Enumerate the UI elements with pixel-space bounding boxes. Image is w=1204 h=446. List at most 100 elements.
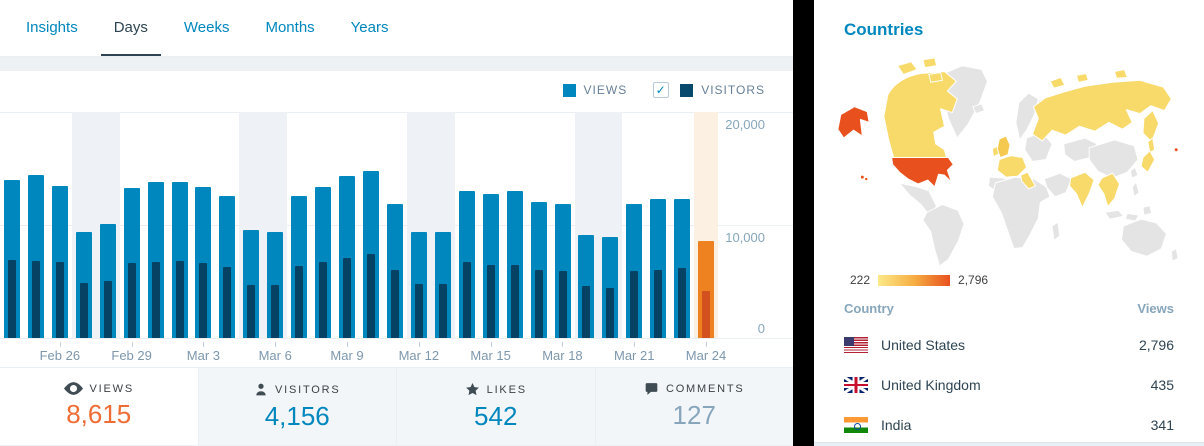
visitors-bar[interactable] (199, 263, 208, 338)
visitors-bar[interactable] (319, 262, 328, 338)
visitors-bar[interactable] (630, 271, 639, 338)
bar-slot-mar-20[interactable] (598, 112, 623, 338)
bar-slot-mar-24[interactable] (694, 112, 719, 338)
bar-slot-mar-8[interactable] (311, 112, 335, 338)
bar-slot-mar-10[interactable] (359, 112, 383, 338)
period-tabbar: Insights Days Weeks Months Years (0, 0, 793, 57)
bar-slot-mar-17[interactable] (527, 112, 551, 338)
bar-slot-mar-21[interactable] (622, 112, 646, 338)
visitors-bar[interactable] (462, 262, 471, 338)
visitors-bar[interactable] (247, 285, 256, 338)
country-russia-island-3 (1114, 69, 1128, 79)
bar-slot-mar-9[interactable] (335, 112, 359, 338)
country-japan (1140, 150, 1156, 173)
tab-years[interactable]: Years (350, 18, 389, 36)
stats-panel: Insights Days Weeks Months Years VIEWS ✓… (0, 0, 793, 446)
visitors-bar[interactable] (223, 267, 232, 338)
heat-gradient-bar (878, 274, 951, 286)
country-mexico (898, 182, 938, 215)
chart-legend: VIEWS ✓ VISITORS (0, 71, 793, 109)
y-axis-label-10000: 10,000 (725, 230, 765, 245)
world-map (833, 48, 1185, 273)
visitors-bar[interactable] (127, 263, 136, 338)
visitors-bar[interactable] (654, 270, 663, 338)
bar-slot-mar-18[interactable] (551, 112, 575, 338)
visitors-bar[interactable] (175, 261, 184, 338)
bar-slot-feb-26[interactable] (48, 112, 72, 338)
visitors-bar[interactable] (55, 262, 64, 338)
visitors-bar[interactable] (271, 285, 280, 338)
bar-slot-feb-25[interactable] (24, 112, 48, 338)
x-axis-label: Mar 9 (330, 348, 364, 363)
bar-slot-feb-29[interactable] (120, 112, 144, 338)
x-axis-label: Feb 26 (39, 348, 81, 363)
tab-insights[interactable]: Insights (26, 18, 78, 36)
visitors-bar[interactable] (510, 265, 519, 338)
visitors-bar[interactable] (103, 281, 112, 338)
countries-table-header: Country Views (844, 301, 1174, 325)
country-indonesia-east (1124, 212, 1140, 222)
visitors-bar[interactable] (702, 291, 711, 338)
country-scandinavia (1015, 92, 1039, 141)
country-pacific-speck (1174, 148, 1178, 152)
stat-cell-comments[interactable]: COMMENTS 127 (594, 368, 794, 445)
bar-slot-mar-2[interactable] (168, 112, 192, 338)
bar-slot-feb-28[interactable] (95, 112, 120, 338)
bar-slot-mar-7[interactable] (287, 112, 311, 338)
stat-cell-views[interactable]: VIEWS 8,615 (0, 368, 198, 445)
visitors-bar[interactable] (438, 284, 447, 338)
bar-slot-mar-3[interactable] (192, 112, 216, 338)
bar-slot-feb-27[interactable] (71, 112, 96, 338)
visitors-bar[interactable] (534, 270, 543, 338)
stat-cell-visitors[interactable]: VISITORS 4,156 (197, 368, 397, 445)
bar-slot-mar-16[interactable] (503, 112, 527, 338)
views-column-header: Views (1137, 301, 1174, 316)
country-new-zealand (1170, 248, 1179, 262)
visitors-bar[interactable] (343, 258, 352, 338)
visitors-bar[interactable] (606, 288, 615, 338)
comment-icon (645, 383, 658, 395)
bar-slot-mar-13[interactable] (430, 112, 455, 338)
country-russia-island-2 (1075, 72, 1089, 83)
country-australia (1120, 218, 1167, 257)
bar-slot-mar-6[interactable] (263, 112, 288, 338)
visitors-bar[interactable] (151, 262, 160, 338)
visitors-bar[interactable] (390, 270, 399, 338)
bar-slot-mar-23[interactable] (670, 112, 694, 338)
x-axis-tick (562, 342, 564, 347)
bar-slot-mar-19[interactable] (574, 112, 599, 338)
bar-slot-mar-14[interactable] (455, 112, 479, 338)
visitors-bar[interactable] (678, 268, 687, 338)
x-axis-tick (59, 342, 61, 347)
bar-slot-feb-24[interactable] (0, 112, 24, 338)
visitors-bar[interactable] (414, 284, 423, 338)
visitors-stat-label: VISITORS (274, 383, 341, 396)
bar-slot-mar-4[interactable] (215, 112, 239, 338)
views-swatch (562, 83, 576, 97)
visitors-bar[interactable] (295, 266, 304, 338)
legend-item-views: VIEWS (562, 83, 628, 97)
bar-slot-mar-15[interactable] (479, 112, 503, 338)
visitors-bar[interactable] (582, 286, 591, 338)
tab-days[interactable]: Days (100, 0, 161, 56)
map-heat-legend: 222 2,796 (850, 273, 1204, 287)
visitors-bar[interactable] (79, 283, 88, 338)
tab-months[interactable]: Months (265, 18, 315, 36)
country-canada-arctic-1 (897, 61, 918, 75)
views-stat-label: VIEWS (89, 382, 134, 395)
bar-slot-mar-12[interactable] (406, 112, 431, 338)
tab-weeks[interactable]: Weeks (183, 18, 230, 36)
bar-slot-mar-5[interactable] (239, 112, 264, 338)
visitors-bar[interactable] (7, 260, 16, 338)
x-axis: Feb 26 Feb 29 Mar 3 Mar 6 Mar 9 Mar 12 Mar 15 M… (0, 342, 726, 367)
visitors-bar[interactable] (558, 271, 567, 338)
visitors-bar[interactable] (486, 265, 495, 338)
legend-item-visitors[interactable]: ✓ VISITORS (653, 82, 765, 98)
visitors-bar[interactable] (367, 254, 376, 338)
stat-cell-likes[interactable]: LIKES 542 (396, 368, 595, 445)
visitors-bar[interactable] (31, 261, 40, 338)
bar-slot-mar-1[interactable] (144, 112, 168, 338)
bar-slot-mar-11[interactable] (383, 112, 407, 338)
bar-slot-mar-22[interactable] (646, 112, 670, 338)
visitors-checkbox[interactable]: ✓ (653, 82, 670, 98)
